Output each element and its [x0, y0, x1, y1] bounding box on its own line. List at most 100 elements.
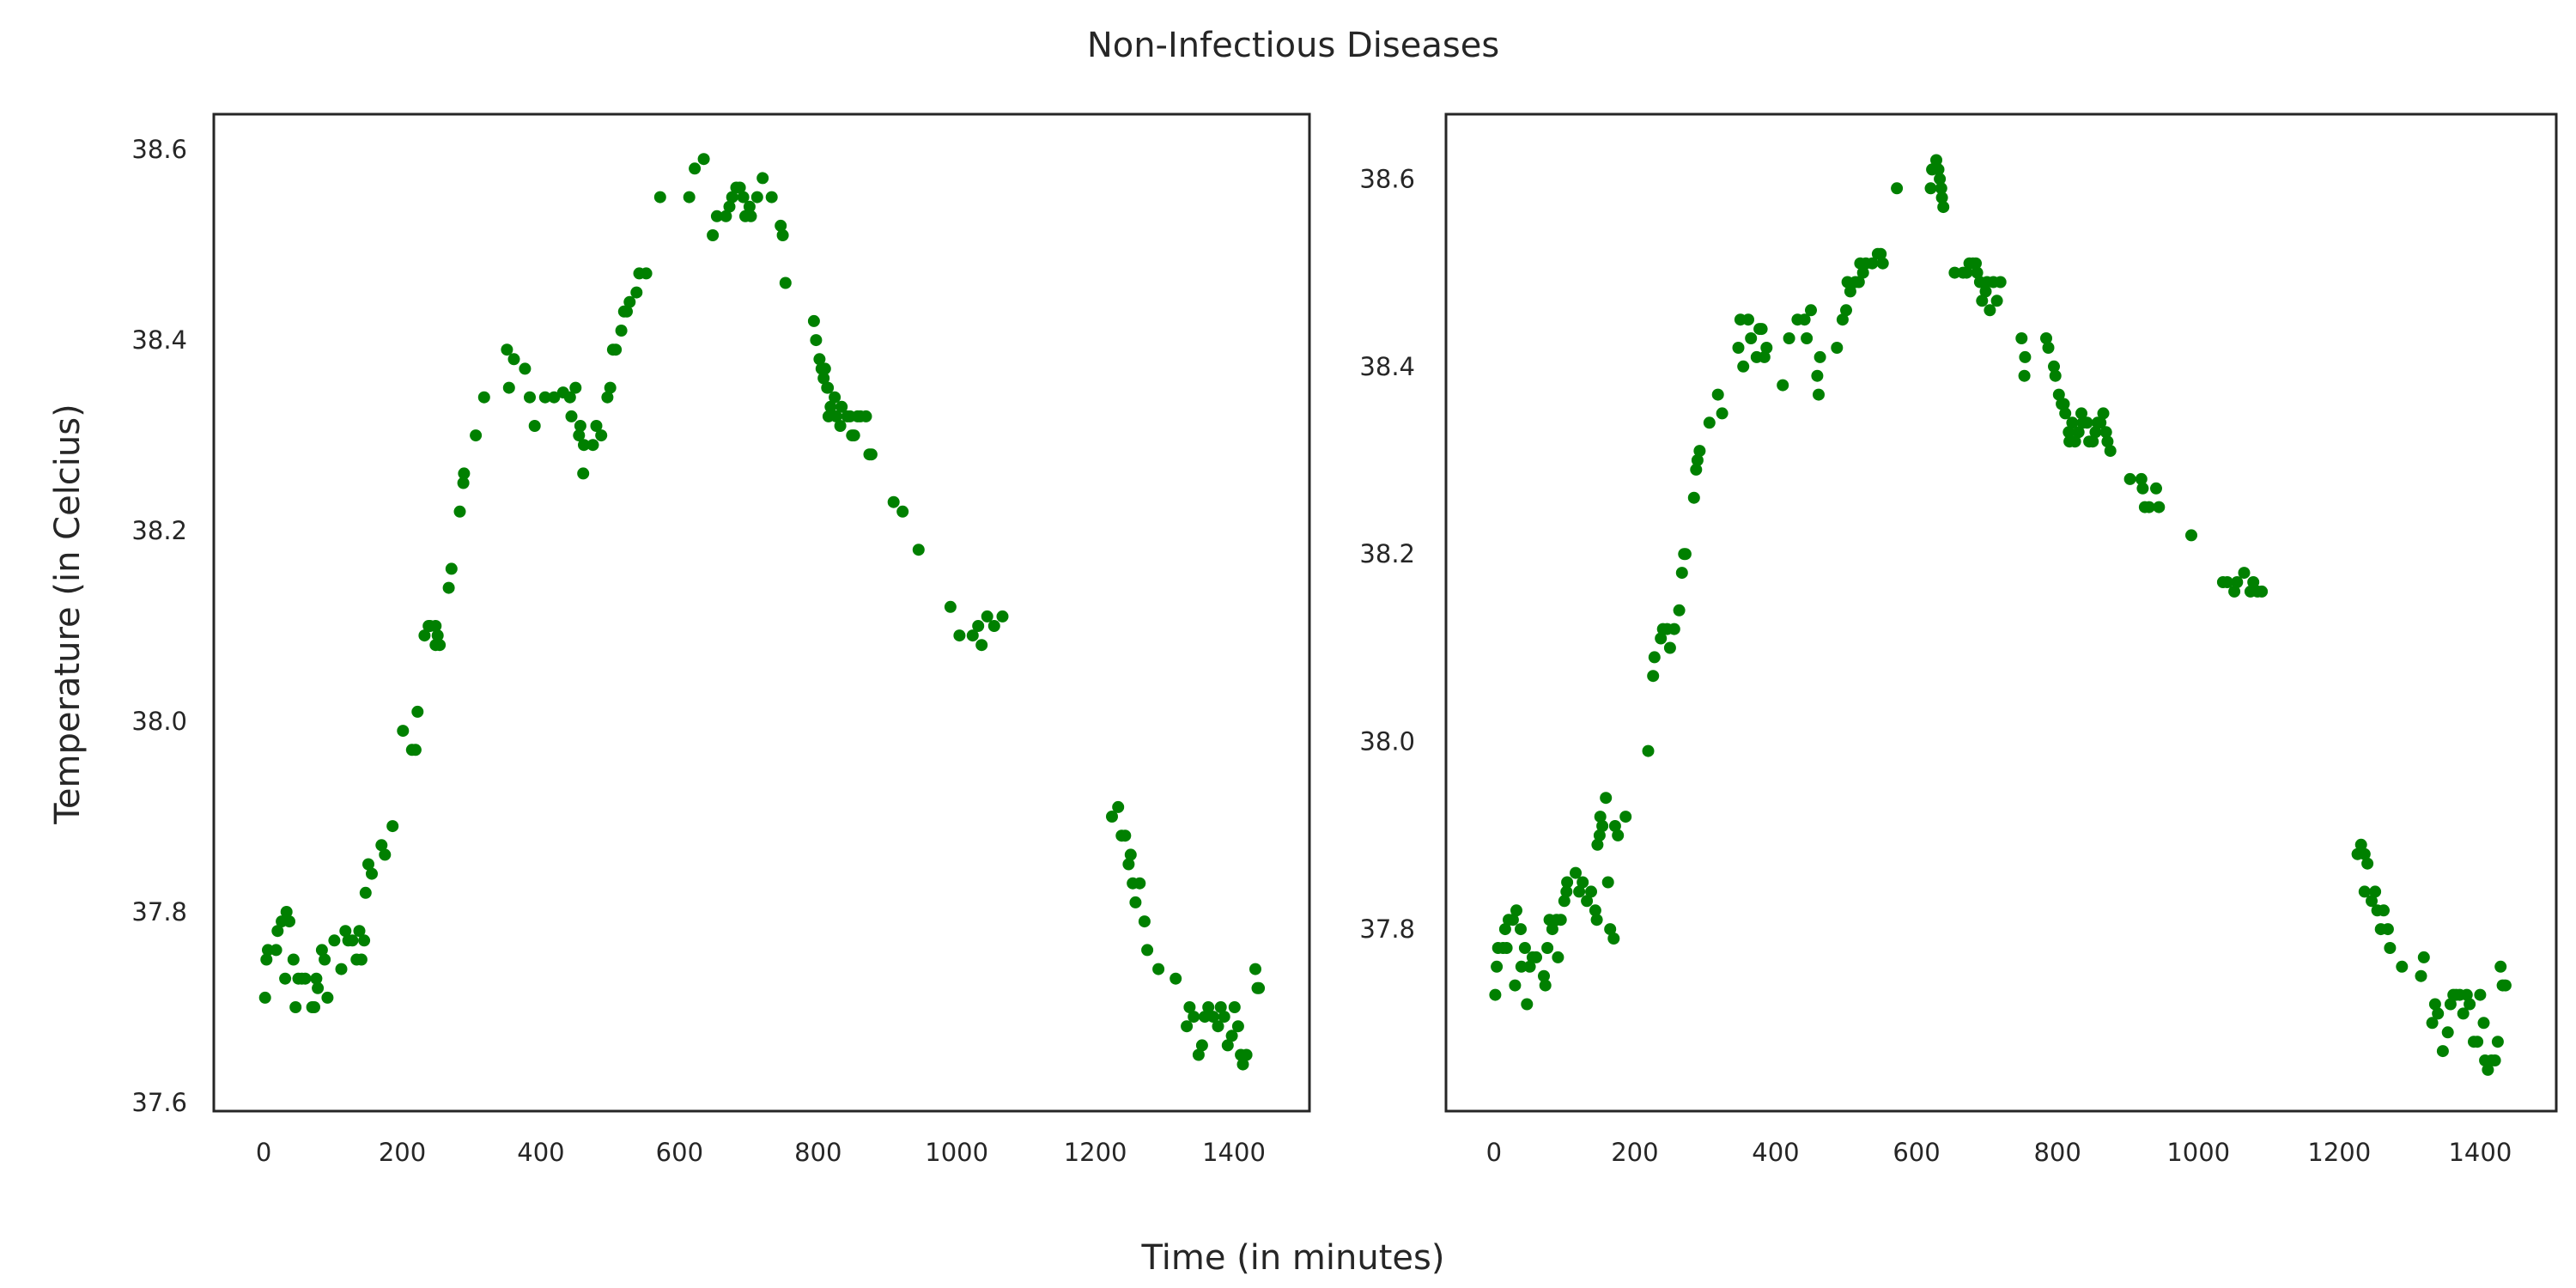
data-point: [1231, 1020, 1244, 1033]
data-point: [519, 362, 532, 375]
data-point: [563, 391, 576, 404]
data-point: [569, 381, 582, 394]
data-point: [565, 410, 578, 422]
x-tick-label: 400: [517, 1138, 564, 1167]
data-point: [756, 172, 769, 185]
data-point: [2063, 426, 2075, 439]
data-point: [776, 229, 789, 241]
data-point: [1206, 1011, 1219, 1024]
data-point: [865, 448, 878, 461]
data-point: [972, 620, 985, 632]
data-point: [2457, 1007, 2470, 1020]
data-point: [743, 200, 756, 213]
data-point: [1141, 944, 1154, 957]
y-tick-label: 38.0: [1359, 727, 1415, 756]
data-point: [319, 953, 331, 966]
data-point: [2019, 350, 2032, 363]
data-point: [270, 944, 283, 957]
data-point: [355, 953, 368, 966]
data-point: [817, 372, 830, 385]
data-point: [2231, 576, 2244, 588]
data-point: [1935, 182, 1947, 195]
data-point: [2428, 998, 2441, 1011]
data-point: [287, 953, 300, 966]
data-point: [2460, 988, 2473, 1001]
data-point: [346, 934, 359, 947]
data-point: [975, 639, 988, 652]
data-point: [1212, 1020, 1224, 1033]
data-point: [271, 925, 284, 938]
data-point: [1518, 942, 1531, 954]
data-point: [2436, 1045, 2449, 1058]
data-point: [601, 391, 614, 404]
data-point: [442, 581, 455, 594]
data-point: [1852, 276, 1865, 289]
data-point: [308, 1001, 320, 1013]
data-point: [1647, 670, 1660, 683]
data-point: [1510, 904, 1522, 917]
data-point: [397, 725, 410, 738]
data-point: [2087, 435, 2099, 448]
data-point: [590, 420, 603, 432]
data-point: [366, 867, 378, 880]
data-point: [848, 429, 860, 442]
data-point: [1509, 979, 1522, 992]
x-tick-label: 1400: [2448, 1138, 2512, 1167]
data-point: [860, 410, 872, 422]
data-point: [1560, 885, 1573, 898]
data-point: [2185, 529, 2197, 542]
data-point: [2499, 979, 2512, 992]
data-point: [887, 495, 900, 508]
data-point: [2049, 369, 2062, 382]
data-point: [1970, 257, 1982, 270]
data-point: [2358, 885, 2371, 898]
y-tick-label: 37.8: [131, 897, 187, 927]
data-point: [996, 610, 1009, 623]
data-point: [1612, 829, 1625, 841]
data-point: [2366, 895, 2378, 908]
data-point: [1607, 933, 1620, 945]
data-point: [1181, 1020, 1194, 1033]
data-point: [807, 314, 820, 327]
data-point: [2482, 1063, 2494, 1076]
data-point: [2136, 482, 2149, 495]
data-point: [335, 963, 348, 975]
data-point: [1979, 285, 1992, 298]
data-point: [1840, 304, 1852, 317]
data-point: [653, 191, 666, 204]
data-point: [2491, 1036, 2504, 1048]
data-point: [1836, 313, 1849, 326]
data-point: [1932, 163, 1945, 176]
data-point: [912, 544, 925, 556]
data-point: [1506, 914, 1519, 927]
data-point: [434, 639, 447, 652]
data-point: [1960, 266, 1973, 279]
data-point: [2153, 501, 2166, 513]
data-point: [1687, 491, 1700, 504]
x-tick-label: 1000: [925, 1138, 988, 1167]
data-point: [1679, 548, 1692, 561]
y-tick-label: 38.4: [131, 325, 187, 355]
y-tick-label: 38.0: [131, 707, 187, 736]
data-point: [2097, 407, 2110, 420]
data-point: [987, 620, 1000, 632]
data-point: [1600, 792, 1613, 805]
data-point: [1703, 416, 1716, 429]
data-point: [834, 420, 847, 432]
data-point: [2256, 585, 2269, 598]
data-point: [375, 839, 388, 852]
data-point: [2228, 585, 2241, 598]
data-point: [710, 210, 723, 222]
data-point: [726, 191, 738, 204]
data-point: [835, 400, 848, 413]
data-point: [1138, 915, 1151, 928]
data-point: [1814, 350, 1826, 363]
data-point: [944, 600, 957, 613]
data-point: [1594, 811, 1607, 823]
data-point: [1218, 1011, 1230, 1024]
data-point: [2221, 576, 2233, 588]
data-point: [507, 353, 520, 366]
data-point: [1994, 276, 2007, 289]
data-point: [1573, 885, 1586, 898]
